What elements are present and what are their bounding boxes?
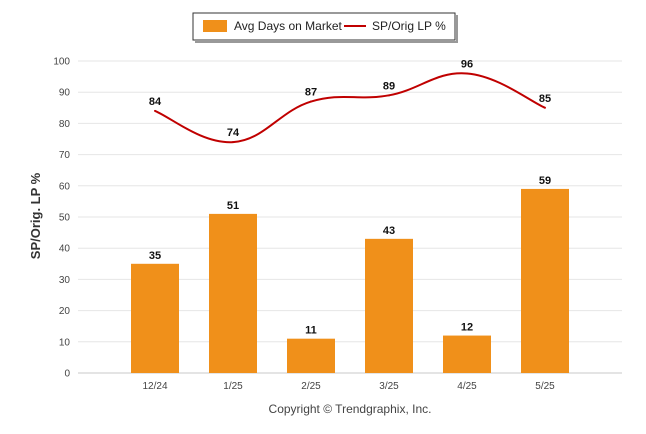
- bar: [287, 338, 335, 373]
- line-series: [154, 72, 546, 144]
- line-value-label: 74: [227, 127, 240, 139]
- x-axis-ticks: 12/24 1/25 2/25 3/25 4/25 5/25: [142, 381, 555, 392]
- line-value-label: 87: [305, 87, 317, 99]
- bar: [131, 263, 179, 373]
- x-tick-label: 1/25: [223, 381, 243, 392]
- line-point: [466, 72, 468, 75]
- y-tick-label: 10: [59, 337, 71, 348]
- y-tick-label: 60: [59, 181, 71, 192]
- y-tick-label: 100: [53, 57, 70, 68]
- legend-box: [192, 12, 456, 41]
- legend-swatch-bar: [203, 20, 227, 32]
- y-tick-label: 30: [59, 275, 71, 286]
- line-point: [232, 141, 234, 144]
- copyright-text: Copyright © Trendgraphix, Inc.: [269, 402, 432, 416]
- y-axis-ticks: 0 10 20 30 40 50 60 70 80 90 100: [53, 57, 70, 380]
- y-tick-label: 0: [64, 369, 70, 380]
- line-point: [544, 106, 546, 109]
- line-value-label: 89: [383, 80, 395, 92]
- bar: [365, 238, 413, 373]
- x-tick-label: 5/25: [535, 381, 555, 392]
- line-value-label: 96: [461, 58, 473, 70]
- legend-shadow-right: [456, 15, 458, 42]
- legend: Avg Days on Market SP/Orig LP %: [192, 12, 458, 43]
- x-tick-label: 4/25: [457, 381, 477, 392]
- line-point: [154, 109, 156, 112]
- y-tick-label: 50: [59, 213, 71, 224]
- y-axis-title: SP/Orig. LP %: [28, 172, 43, 259]
- bar-value-label: 59: [539, 175, 551, 187]
- data-labels: 35 51 11 43 12 59 84 74 87 89 96 85: [149, 58, 551, 336]
- line-value-label: 84: [149, 96, 162, 108]
- legend-shadow-bottom: [195, 41, 458, 43]
- bar: [443, 335, 491, 373]
- line-series-path: [154, 72, 546, 144]
- x-tick-label: 2/25: [301, 381, 321, 392]
- bar: [521, 188, 569, 373]
- bars: [131, 188, 569, 373]
- bar-value-label: 12: [461, 322, 473, 334]
- legend-label-line: SP/Orig LP %: [372, 19, 446, 33]
- y-tick-label: 20: [59, 306, 71, 317]
- x-tick-label: 3/25: [379, 381, 399, 392]
- bar: [209, 213, 257, 373]
- line-point: [388, 94, 390, 97]
- y-tick-label: 70: [59, 150, 71, 161]
- x-tick-label: 12/24: [142, 381, 167, 392]
- y-tick-label: 80: [59, 119, 71, 130]
- bar-value-label: 11: [305, 325, 317, 337]
- y-tick-label: 90: [59, 88, 71, 99]
- y-tick-label: 40: [59, 244, 71, 255]
- bar-value-label: 35: [149, 250, 161, 262]
- bar-value-label: 51: [227, 200, 239, 212]
- line-point: [310, 100, 312, 103]
- bar-value-label: 43: [383, 225, 395, 237]
- line-value-label: 85: [539, 93, 551, 105]
- legend-label-bar: Avg Days on Market: [234, 19, 342, 33]
